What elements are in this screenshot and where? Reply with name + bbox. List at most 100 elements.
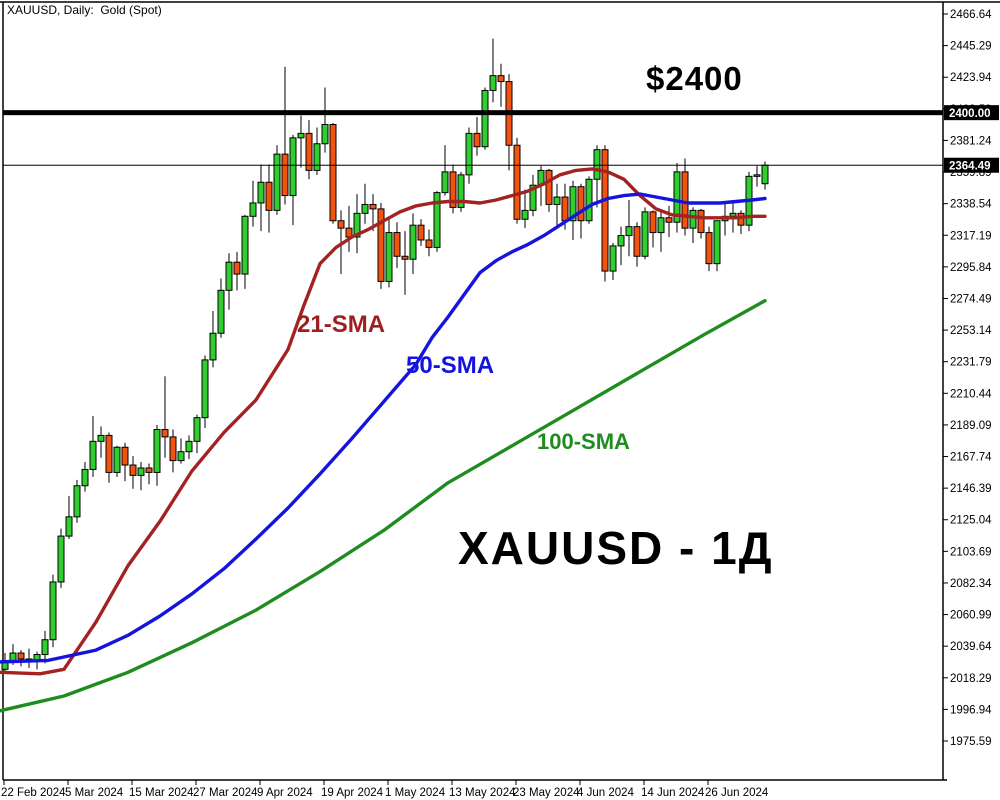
price-axis-label: 2231.79 <box>950 357 992 369</box>
price-axis-label: 2274.49 <box>950 293 992 305</box>
candle-down <box>161 428 169 438</box>
candle-down <box>513 144 521 220</box>
date-axis-label: 19 Apr 2024 <box>321 787 384 799</box>
price-axis-label: 2018.29 <box>950 673 992 685</box>
candle-up <box>433 192 441 248</box>
price-axis-label: 2423.94 <box>950 72 992 84</box>
candle-down <box>281 153 289 197</box>
candle-up <box>753 174 761 177</box>
candle-up <box>273 153 281 211</box>
candle-down <box>545 169 553 205</box>
candle-up <box>657 217 665 234</box>
price-axis-label: 2445.29 <box>950 41 992 53</box>
candle-up <box>97 434 105 442</box>
candle-up <box>49 581 57 641</box>
candle-up <box>41 639 49 656</box>
candle-up <box>481 89 489 148</box>
price-axis-label: 2082.34 <box>950 578 992 590</box>
price-axis-label: 1975.59 <box>950 736 992 748</box>
candle-up <box>385 232 393 282</box>
candle-up <box>217 289 225 334</box>
price-axis-label: 2210.44 <box>950 388 992 400</box>
candle-up <box>313 143 321 171</box>
candle-up <box>729 212 737 217</box>
candle-down <box>377 208 385 282</box>
candle-up <box>193 417 201 442</box>
date-axis-label: 26 Jun 2024 <box>705 787 769 799</box>
date-axis-label: 15 Mar 2024 <box>129 787 194 799</box>
candle-up <box>689 209 697 229</box>
candle-up <box>225 261 233 291</box>
candle-up <box>57 535 65 583</box>
horizontal-level-line[interactable] <box>3 164 943 166</box>
price-badges: 2400.00 2364.49 <box>944 105 999 173</box>
candle-down <box>17 652 25 660</box>
candle-down <box>121 446 129 466</box>
candle-up <box>457 174 465 208</box>
candle-up <box>209 332 217 361</box>
level-lines <box>3 110 943 166</box>
horizontal-level-line[interactable] <box>3 110 943 116</box>
chart-frame <box>0 1 1000 781</box>
date-axis-label: 22 Feb 2024 <box>1 787 66 799</box>
candle-up <box>553 196 561 205</box>
candle-up <box>569 186 577 222</box>
price-badge-text: 2400.00 <box>949 108 991 120</box>
candle-up <box>641 211 649 257</box>
candle-down <box>561 196 569 222</box>
date-axis-label: 27 Mar 2024 <box>193 787 258 799</box>
price-axis-label: 2295.84 <box>950 262 992 274</box>
candle-down <box>105 434 113 473</box>
candle-down <box>265 181 273 211</box>
candle-up <box>257 181 265 204</box>
candle-up <box>585 178 593 222</box>
candle-up <box>137 467 145 476</box>
candle-up <box>465 132 473 176</box>
candle-down <box>129 464 137 476</box>
50-sma-line <box>0 192 767 664</box>
candle-up <box>9 652 17 661</box>
candle-down <box>449 171 457 208</box>
price-axis-label: 2317.19 <box>950 230 992 242</box>
price-axis-label: 2167.74 <box>950 452 992 464</box>
candle-up <box>177 451 185 462</box>
candle-down <box>681 171 689 229</box>
date-axis-label: 1 May 2024 <box>385 787 446 799</box>
candle-up <box>201 359 209 419</box>
candle-up <box>593 149 601 180</box>
candle-up <box>529 184 537 211</box>
candle-down <box>369 203 377 210</box>
price-axis-label: 2466.64 <box>950 9 992 21</box>
candle-down <box>473 132 481 148</box>
candle-down <box>337 220 345 229</box>
candle-down <box>169 436 177 462</box>
candle-down <box>601 149 609 272</box>
date-axis-label: 4 Jun 2024 <box>577 787 635 799</box>
candle-up <box>241 215 249 275</box>
candle-up <box>673 171 681 223</box>
100-sma-polyline <box>0 299 767 713</box>
candle-down <box>417 224 425 241</box>
candle-up <box>185 440 193 453</box>
price-badge <box>944 105 999 121</box>
candle-up <box>361 203 369 214</box>
time-axis: 22 Feb 2024 5 Mar 2024 15 Mar 2024 27 Mar 2… <box>1 780 769 799</box>
candle-up <box>441 171 449 194</box>
21-sma-polyline <box>0 167 767 676</box>
candle-down <box>233 261 241 275</box>
date-axis-label: 5 Mar 2024 <box>65 787 124 799</box>
candle-up <box>297 132 305 139</box>
candle-up <box>73 485 81 518</box>
price-axis-label: 2039.64 <box>950 641 992 653</box>
candle-up <box>289 137 297 197</box>
candle-up <box>713 220 721 265</box>
price-axis-label: 1996.94 <box>950 704 992 716</box>
candle-down <box>393 232 401 257</box>
price-axis-label: 2189.09 <box>950 420 992 432</box>
candle-up <box>409 224 417 260</box>
candle-down <box>633 226 641 257</box>
candle-down <box>145 467 153 473</box>
